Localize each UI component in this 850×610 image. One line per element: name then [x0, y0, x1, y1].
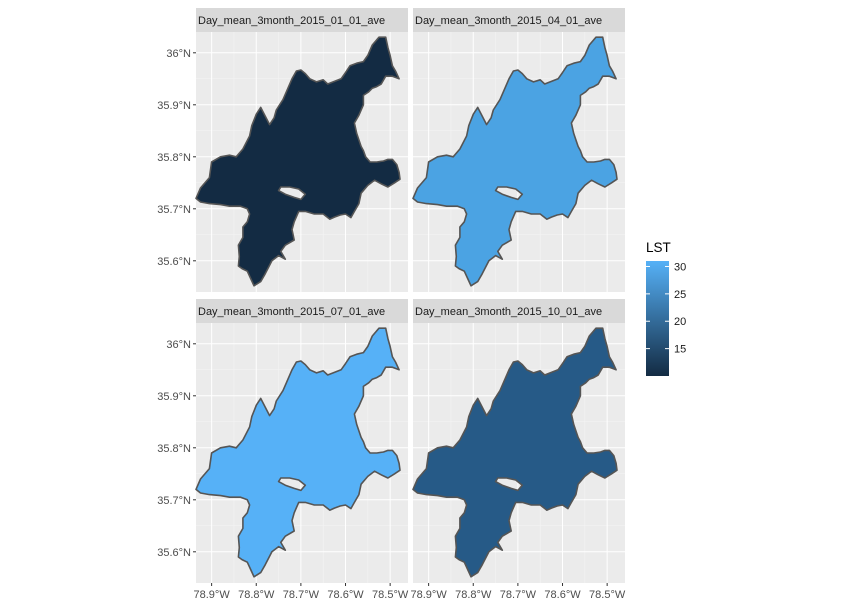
y-tick-label: 35.8°N — [157, 152, 191, 164]
x-tick-label: 78.8°W — [238, 589, 275, 601]
region-polygon — [195, 36, 401, 287]
facet-panel: Day_mean_3month_2015_07_01_ave 35.6°N 35.7… — [157, 299, 409, 601]
x-tick-label: 78.9°W — [411, 589, 448, 601]
y-tick-label: 35.6°N — [157, 256, 191, 268]
x-tick-label: 78.8°W — [455, 589, 492, 601]
facet-strip — [413, 299, 625, 323]
y-tick-label: 36°N — [166, 339, 191, 351]
facet-strip — [413, 8, 625, 32]
facet-title: Day_mean_3month_2015_07_01_ave — [198, 306, 385, 318]
x-tick-label: 78.5°W — [589, 589, 626, 601]
y-tick-label: 36°N — [166, 48, 191, 60]
y-tick-label: 35.7°N — [157, 204, 191, 216]
facet-title: Day_mean_3month_2015_01_01_ave — [198, 15, 385, 27]
x-tick-label: 78.9°W — [194, 589, 231, 601]
legend-label: 25 — [674, 289, 686, 301]
y-tick-label: 35.7°N — [157, 495, 191, 507]
facet-title: Day_mean_3month_2015_10_01_ave — [415, 306, 602, 318]
region-polygon — [412, 36, 618, 287]
y-tick-label: 35.6°N — [157, 547, 191, 559]
x-tick-label: 78.5°W — [372, 589, 409, 601]
x-tick-label: 78.7°W — [283, 589, 320, 601]
legend-title: LST — [646, 240, 671, 255]
region-polygon — [195, 327, 401, 578]
facet-title: Day_mean_3month_2015_04_01_ave — [415, 15, 602, 27]
legend-label: 30 — [674, 261, 686, 273]
facet-panel: Day_mean_3month_2015_01_01_ave 35.6°N 35.7… — [157, 8, 408, 292]
facet-panel: Day_mean_3month_2015_10_01_ave 78.9°W 78.8… — [411, 299, 626, 601]
y-tick-label: 35.9°N — [157, 391, 191, 403]
legend-label: 15 — [674, 344, 686, 356]
legend-label: 20 — [674, 316, 686, 328]
legend: LST 15 20 25 30 — [646, 240, 686, 376]
legend-colorbar — [646, 261, 669, 376]
facet-strip — [196, 8, 408, 32]
y-tick-label: 35.9°N — [157, 100, 191, 112]
x-tick-label: 78.6°W — [327, 589, 364, 601]
region-polygon — [412, 327, 618, 578]
facet-strip — [196, 299, 408, 323]
y-tick-label: 35.8°N — [157, 443, 191, 455]
x-tick-label: 78.7°W — [500, 589, 537, 601]
x-tick-label: 78.6°W — [544, 589, 581, 601]
facet-panel: Day_mean_3month_2015_04_01_ave — [412, 8, 625, 292]
